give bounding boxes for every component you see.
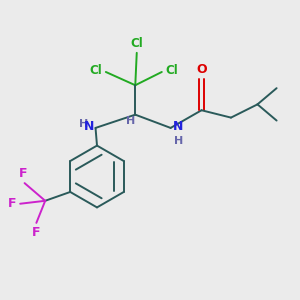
Text: H: H	[174, 136, 184, 146]
Text: F: F	[19, 167, 27, 180]
Text: H: H	[79, 119, 88, 129]
Text: F: F	[32, 226, 41, 239]
Text: Cl: Cl	[165, 64, 178, 77]
Text: Cl: Cl	[130, 38, 143, 50]
Text: N: N	[173, 120, 183, 133]
Text: O: O	[196, 63, 207, 76]
Text: Cl: Cl	[89, 64, 102, 77]
Text: H: H	[126, 116, 135, 126]
Text: F: F	[8, 197, 16, 210]
Text: N: N	[84, 120, 94, 133]
